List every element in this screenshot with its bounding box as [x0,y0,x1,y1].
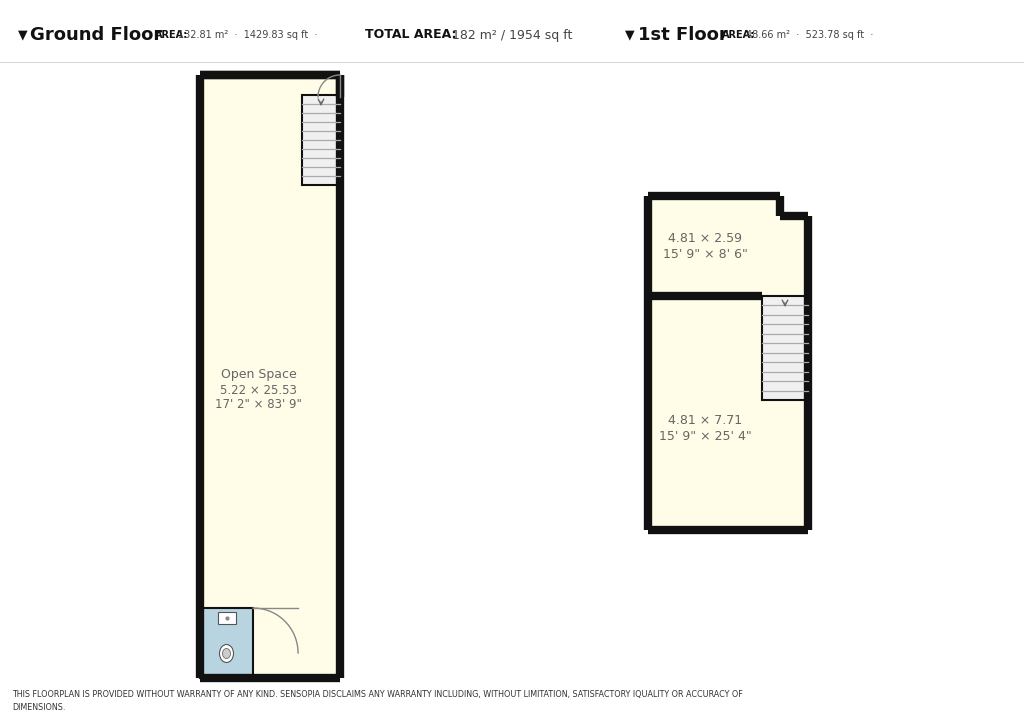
Text: ▼: ▼ [625,28,635,41]
Text: 5.22 × 25.53: 5.22 × 25.53 [220,384,297,397]
Text: 132.81 m²  ·  1429.83 sq ft  ·: 132.81 m² · 1429.83 sq ft · [178,30,317,40]
Text: 182 m² / 1954 sq ft: 182 m² / 1954 sq ft [452,28,572,41]
Text: 4.81 × 7.71: 4.81 × 7.71 [668,414,742,427]
Ellipse shape [222,649,230,659]
Text: AREA:: AREA: [155,30,188,40]
Text: DIMENSIONS.: DIMENSIONS. [12,703,66,712]
Bar [200,608,253,678]
Text: 15' 9" × 8' 6": 15' 9" × 8' 6" [663,247,748,260]
Bar [302,95,340,185]
Text: ▼: ▼ [18,28,28,41]
Text: THIS FLOORPLAN IS PROVIDED WITHOUT WARRANTY OF ANY KIND. SENSOPIA DISCLAIMS ANY : THIS FLOORPLAN IS PROVIDED WITHOUT WARRA… [12,690,742,699]
Polygon shape [648,196,808,296]
Bar [217,612,236,624]
Text: TOTAL AREA:: TOTAL AREA: [365,28,457,41]
Text: 15' 9" × 25' 4": 15' 9" × 25' 4" [658,429,752,442]
Text: Ground Floor: Ground Floor [30,26,162,44]
Polygon shape [648,296,808,530]
Text: 17' 2" × 83' 9": 17' 2" × 83' 9" [215,398,302,411]
Bar [200,75,340,678]
Bar [762,296,808,400]
Text: AREA:: AREA: [722,30,756,40]
Text: 4.81 × 2.59: 4.81 × 2.59 [668,231,742,244]
Text: Open Space: Open Space [221,368,297,381]
Text: 1st Floor: 1st Floor [638,26,728,44]
Text: 48.66 m²  ·  523.78 sq ft  ·: 48.66 m² · 523.78 sq ft · [746,30,873,40]
Ellipse shape [219,644,233,662]
